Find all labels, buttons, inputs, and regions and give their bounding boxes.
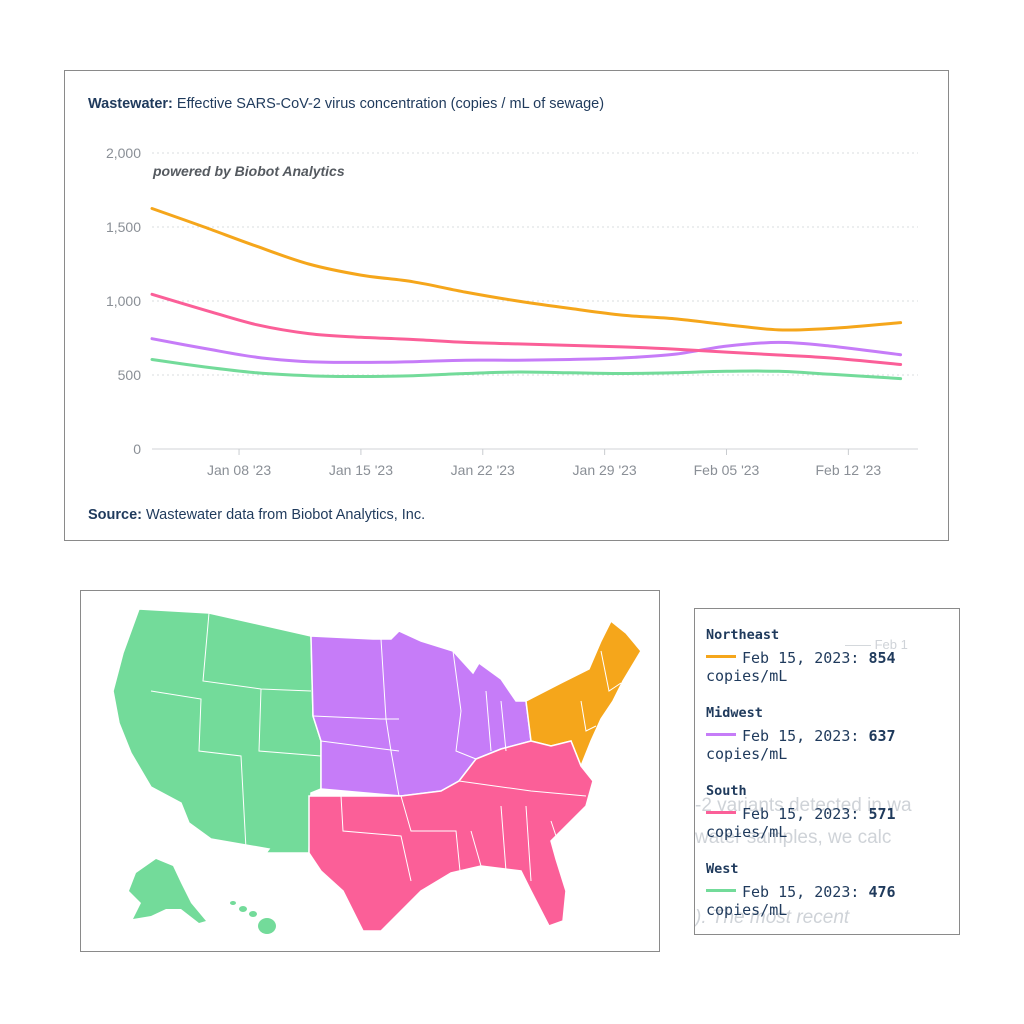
- legend-swatch: [706, 655, 736, 658]
- map-region-west[interactable]: [112, 608, 322, 854]
- legend-background-text: ). The most recent: [695, 907, 850, 928]
- legend-swatch: [706, 811, 736, 814]
- legend-background-text: —— Feb 1: [845, 637, 908, 652]
- line-chart[interactable]: 0 500 1,000 1,500 2,000 Jan 08 '23 Jan 15 '23 J…: [65, 71, 950, 542]
- y-tick-label: 0: [133, 441, 141, 457]
- x-tick-label: Jan 08 '23: [207, 462, 271, 478]
- legend-background-text: -2 variants detected in wa: [695, 795, 912, 816]
- legend-background-text: water samples, we calc: [695, 827, 892, 848]
- wastewater-chart-panel: Wastewater: Effective SARS-CoV-2 virus c…: [64, 70, 949, 541]
- map-hawaii: [230, 901, 276, 934]
- legend-panel: —— Feb 1 -2 variants detected in wa wate…: [694, 608, 960, 935]
- legend-region-label: West: [706, 861, 739, 877]
- map-state-borders: [150, 612, 622, 882]
- legend-swatch: [706, 889, 736, 892]
- x-tick-label: Feb 05 '23: [694, 462, 760, 478]
- legend-value: 571: [868, 805, 896, 823]
- y-tick-label: 2,000: [106, 145, 141, 161]
- y-tick-label: 1,000: [106, 293, 141, 309]
- legend-swatch: [706, 733, 736, 736]
- us-regions-map-panel: [80, 590, 660, 952]
- legend-entry-northeast: Northeast Feb 15, 2023: 854 copies/mL: [706, 627, 896, 685]
- x-tick-label: Feb 12 '23: [815, 462, 881, 478]
- legend-entry-midwest: Midwest Feb 15, 2023: 637 copies/mL: [706, 705, 896, 763]
- series-line-northeast[interactable]: [150, 207, 903, 332]
- series-line-midwest[interactable]: [150, 337, 903, 364]
- y-tick-label: 1,500: [106, 219, 141, 235]
- series-line-south[interactable]: [150, 292, 903, 366]
- x-tick-label: Jan 22 '23: [451, 462, 515, 478]
- legend-value: 854: [868, 649, 896, 667]
- chart-title: Wastewater: Effective SARS-CoV-2 virus c…: [88, 96, 605, 112]
- legend-region-label: Northeast: [706, 627, 780, 643]
- series-line-west[interactable]: [150, 358, 903, 381]
- chart-source: Source: Wastewater data from Biobot Anal…: [88, 507, 426, 523]
- map-region-south[interactable]: [308, 740, 594, 932]
- chart-watermark: powered by Biobot Analytics: [152, 163, 345, 179]
- legend-entry-west: West Feb 15, 2023: 476 copies/mL: [706, 861, 896, 919]
- legend-region-label: Midwest: [706, 705, 763, 721]
- x-tick-label: Jan 15 '23: [329, 462, 393, 478]
- legend-entry-south: South Feb 15, 2023: 571 copies/mL: [706, 783, 896, 841]
- x-tick-label: Jan 29 '23: [573, 462, 637, 478]
- legend-value: 637: [868, 727, 896, 745]
- map-alaska: [129, 859, 206, 923]
- legend-region-label: South: [706, 783, 747, 799]
- y-tick-label: 500: [118, 367, 142, 383]
- legend-value: 476: [868, 883, 896, 901]
- us-regions-map: [112, 608, 642, 934]
